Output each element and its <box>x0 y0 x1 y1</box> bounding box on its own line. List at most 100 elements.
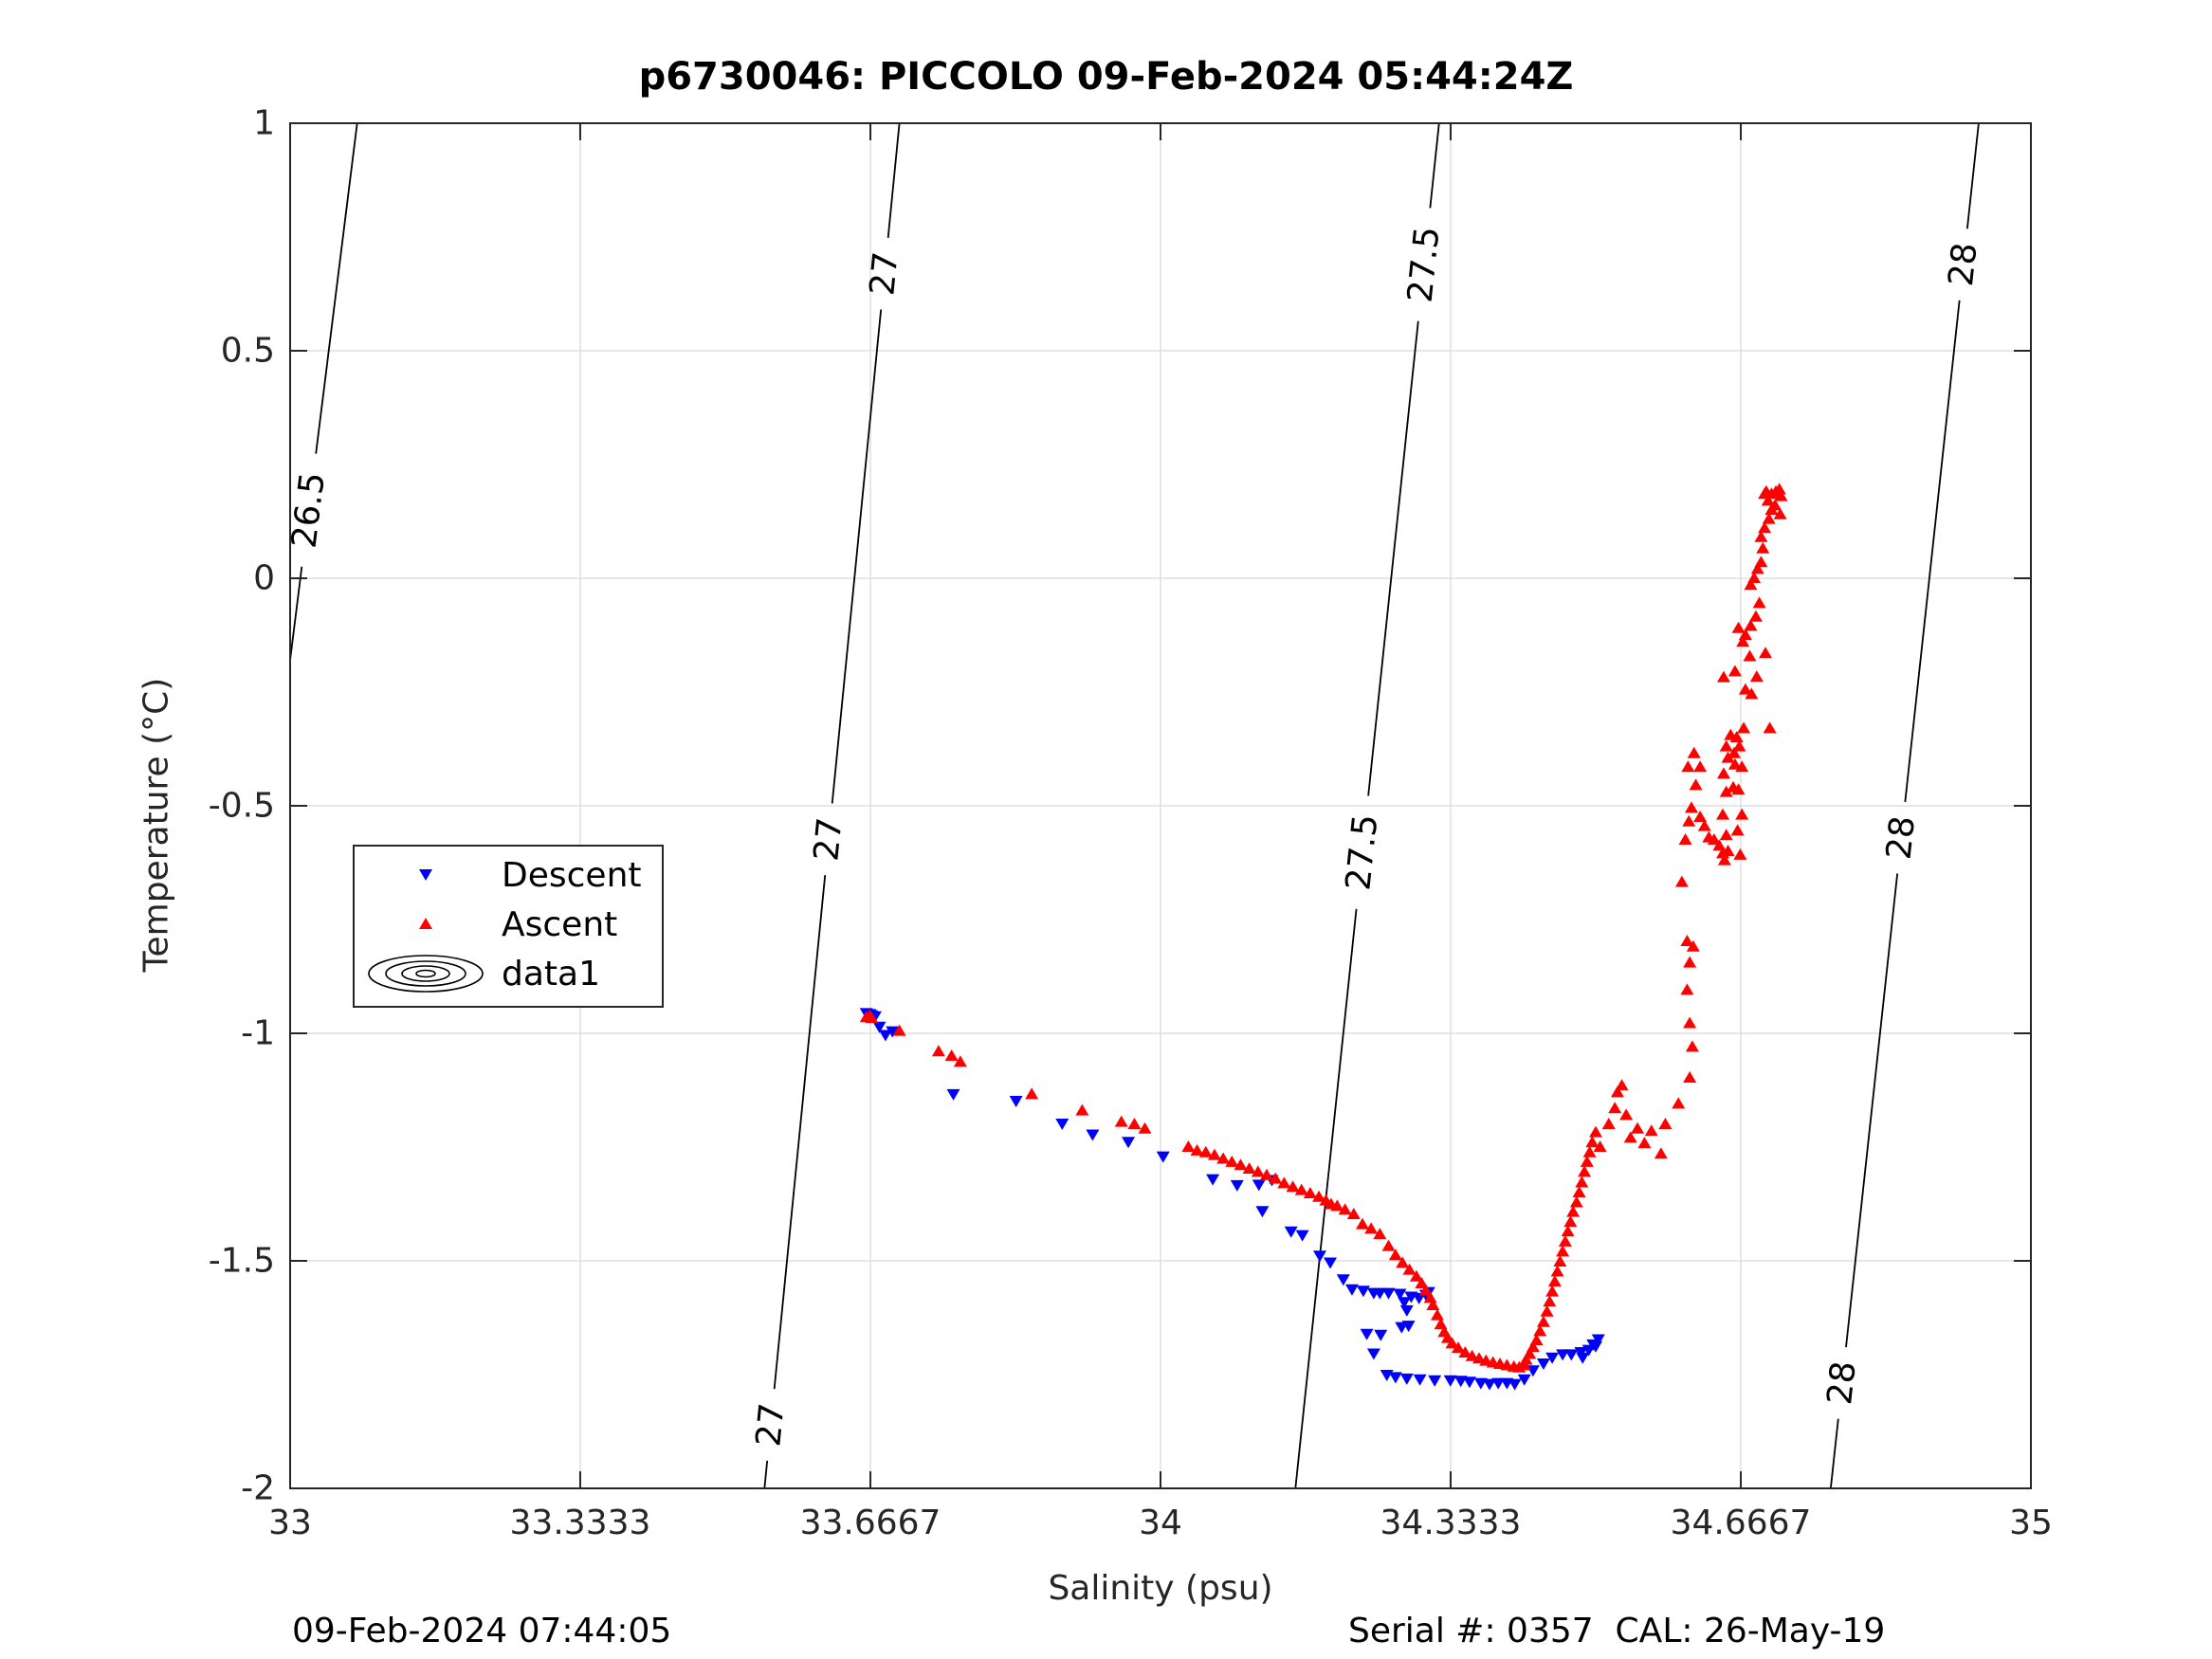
x-tick-label: 35 <box>2009 1504 2053 1542</box>
contour-label: 28 <box>1879 814 1923 862</box>
ascent-point <box>1716 808 1730 820</box>
descent-point <box>1399 1373 1414 1385</box>
grid-lines <box>290 123 2031 1488</box>
ascent-point <box>1536 1315 1550 1327</box>
ascent-point <box>1415 1277 1429 1288</box>
descent-marker-icon <box>419 869 432 881</box>
ascent-point <box>1685 1040 1699 1052</box>
chart-title: p6730046: PICCOLO 09-Feb-2024 05:44:24Z <box>638 55 1574 99</box>
descent-point <box>1536 1358 1550 1370</box>
ascent-point <box>1743 649 1757 662</box>
descent-point <box>1393 1288 1407 1301</box>
ascent-point <box>1242 1162 1256 1175</box>
ascent-point <box>1569 1195 1583 1208</box>
ascent-series <box>859 483 1788 1373</box>
ascent-point <box>1680 935 1694 947</box>
contour-line-28 <box>1965 123 1980 229</box>
ascent-point <box>1418 1284 1433 1296</box>
ascent-point <box>1330 1199 1344 1212</box>
ascent-point <box>1689 778 1703 791</box>
ascent-point <box>1526 1340 1540 1353</box>
ascent-point <box>1682 814 1696 827</box>
ascent-point <box>1637 1137 1652 1149</box>
x-tick-label: 34 <box>1139 1504 1182 1542</box>
ascent-point <box>1735 808 1749 820</box>
ascent-point <box>1373 1228 1387 1240</box>
descent-point <box>886 1026 900 1038</box>
density-contours: 26.5 27 27 27 27.5 27.5 28 28 28 <box>284 123 1985 1488</box>
ascent-point <box>1585 1136 1600 1148</box>
ascent-point <box>1762 512 1776 524</box>
ascent-point <box>1768 499 1782 511</box>
ascent-point <box>1519 1353 1533 1365</box>
descent-point <box>1381 1287 1396 1300</box>
y-axis-label: Temperature (°C) <box>137 677 176 973</box>
ascent-point <box>1312 1190 1326 1202</box>
x-tick-label: 34.6667 <box>1671 1504 1812 1542</box>
ascent-point <box>1572 1186 1586 1197</box>
ascent-point <box>1674 875 1689 887</box>
ascent-point <box>1430 1308 1444 1321</box>
descent-point <box>1428 1375 1442 1387</box>
x-tick-label: 33.3333 <box>510 1504 651 1542</box>
ascent-point <box>1138 1121 1152 1134</box>
y-tick-label: 0 <box>253 559 275 598</box>
ascent-point <box>1580 1155 1594 1167</box>
contour-line-27.5 <box>1429 123 1440 209</box>
ascent-point <box>1681 760 1695 773</box>
ascent-point <box>1684 801 1698 813</box>
descent-point <box>1564 1349 1579 1361</box>
contour-label: 27 <box>807 815 850 863</box>
ascent-point <box>1772 483 1786 495</box>
ascent-point <box>1294 1183 1308 1195</box>
ascent-point <box>1719 829 1733 841</box>
footer-timestamp: 09-Feb-2024 07:44:05 <box>292 1612 672 1650</box>
x-axis-label: Salinity (psu) <box>1048 1569 1273 1608</box>
ascent-point <box>1733 848 1747 860</box>
descent-point <box>1413 1374 1427 1386</box>
ascent-point <box>1558 1234 1572 1247</box>
descent-point <box>1388 1372 1402 1384</box>
ascent-point <box>1697 819 1711 831</box>
ascent-point <box>1543 1295 1557 1307</box>
y-tick-label: -1 <box>241 1014 275 1053</box>
ascent-point <box>1721 751 1735 763</box>
ascent-point <box>1683 956 1697 968</box>
ascent-point <box>1251 1165 1265 1177</box>
ascent-point <box>1731 621 1746 633</box>
ascent-point <box>1759 647 1773 659</box>
descent-point <box>1156 1151 1170 1163</box>
ascent-point <box>1338 1203 1352 1215</box>
ascent-point <box>1683 1016 1697 1029</box>
descent-point <box>1086 1129 1100 1141</box>
ascent-point <box>892 1024 906 1036</box>
ascent-point <box>1355 1217 1369 1230</box>
ascent-point <box>1744 578 1758 591</box>
descent-point <box>1508 1378 1522 1391</box>
ascent-point <box>1631 1121 1645 1134</box>
ascent-point <box>1716 767 1730 779</box>
ascent-point <box>1738 683 1752 695</box>
contour-label: 26.5 <box>284 470 333 551</box>
ascent-point <box>1731 783 1746 795</box>
descent-point <box>878 1030 892 1042</box>
x-tick-label: 33.6667 <box>800 1504 941 1542</box>
ascent-point <box>1754 530 1768 542</box>
descent-point <box>872 1021 887 1033</box>
ascent-point <box>1451 1341 1465 1354</box>
ascent-point <box>1533 1324 1547 1337</box>
ascent-point <box>1747 572 1762 583</box>
contour-label: 27 <box>749 1401 792 1449</box>
ascent-point <box>1748 610 1763 622</box>
ascent-point <box>1719 785 1733 797</box>
ascent-point <box>1623 1131 1637 1143</box>
ascent-point <box>1732 739 1746 752</box>
contour-line-27.5 <box>1367 320 1419 796</box>
ascent-point <box>1458 1345 1472 1358</box>
ascent-point <box>1547 1275 1562 1287</box>
ascent-point <box>1745 687 1759 700</box>
contour-line-26.5 <box>290 566 303 661</box>
descent-point <box>1312 1250 1326 1263</box>
descent-series <box>859 1008 1605 1391</box>
